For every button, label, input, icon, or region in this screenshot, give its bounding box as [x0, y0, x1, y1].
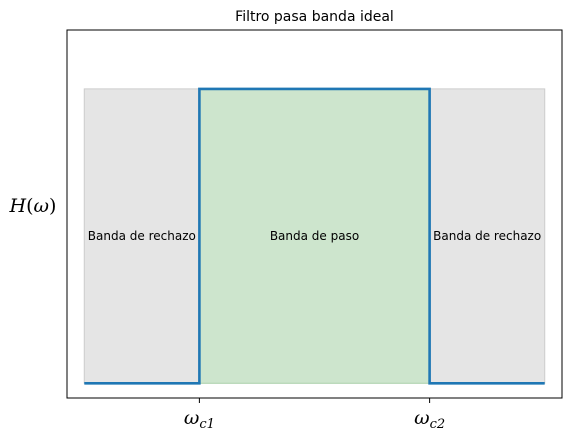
- region-1: [198, 88, 431, 384]
- region-label-0: Banda de rechazo: [88, 229, 196, 243]
- band-labels: Banda de rechazo Banda de paso Banda de re…: [88, 229, 541, 243]
- x-tick-label-0: ωc1: [184, 407, 215, 432]
- y-axis-label-main: H: [9, 195, 27, 217]
- y-axis-label-arg: ω: [34, 195, 50, 217]
- response-series: [84, 87, 545, 385]
- x-tick-label-1: ωc2: [414, 407, 445, 432]
- y-axis-label-close-paren: ): [49, 195, 56, 217]
- region-2: [429, 88, 546, 384]
- band-regions: [83, 88, 546, 384]
- region-label-2: Banda de rechazo: [433, 229, 541, 243]
- y-axis-label-open-paren: (: [26, 195, 33, 217]
- y-axis-label: H(ω): [9, 195, 57, 217]
- region-0: [83, 88, 200, 384]
- response-line: [84, 87, 545, 385]
- region-label-1: Banda de paso: [270, 229, 359, 243]
- x-ticks: ωc1 ωc2: [184, 398, 445, 432]
- chart-title: Filtro pasa banda ideal: [235, 9, 394, 25]
- axes-frame: [66, 29, 563, 399]
